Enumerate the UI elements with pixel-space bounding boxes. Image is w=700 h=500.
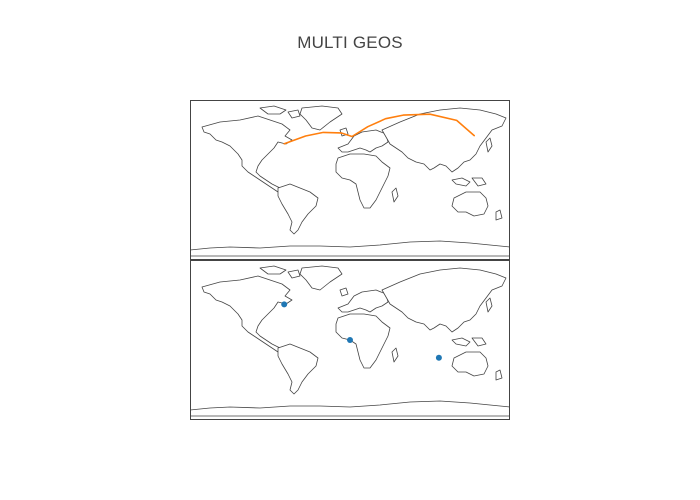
coastlines: [190, 265, 510, 417]
scatter-point: [347, 337, 353, 343]
geo-map-line[interactable]: [190, 100, 510, 260]
coastlines: [190, 105, 510, 257]
map-frame: [190, 100, 510, 260]
map-frame: [190, 260, 510, 420]
figure-title: MULTI GEOS: [297, 33, 403, 52]
geo-map-scatter[interactable]: [190, 260, 510, 420]
scatter-point: [435, 354, 442, 361]
route-line: [283, 113, 475, 145]
scatter-points: [281, 301, 442, 361]
scatter-point: [281, 301, 288, 308]
